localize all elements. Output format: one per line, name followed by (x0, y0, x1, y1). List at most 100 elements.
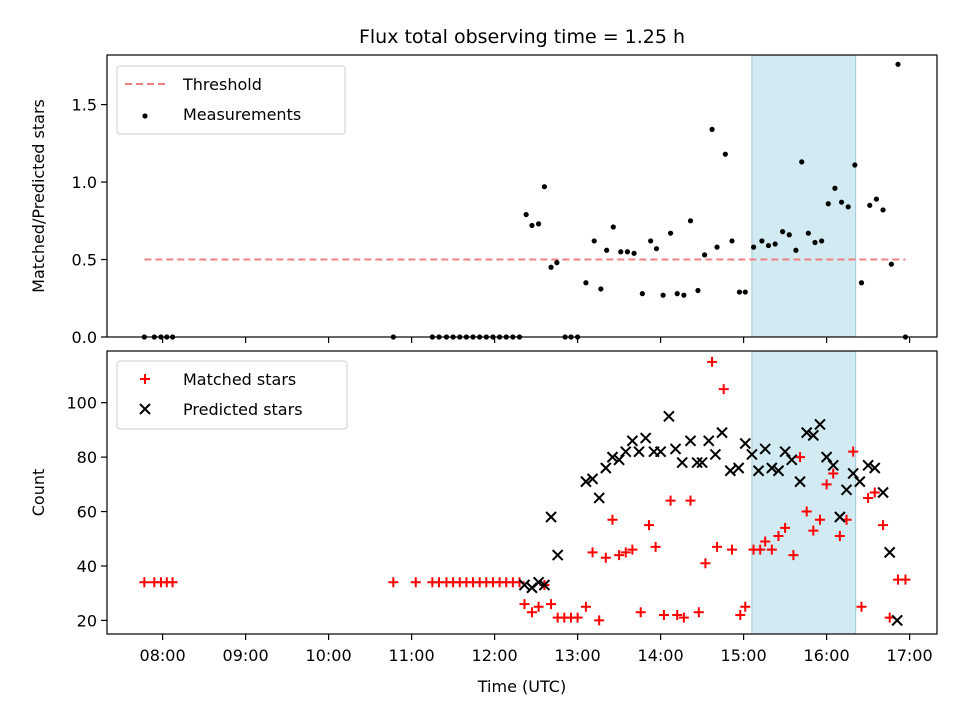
matched-star-point (526, 607, 537, 618)
legend-measurement-swatch (142, 113, 148, 119)
measurement-point (765, 242, 772, 249)
predicted-star-point (716, 426, 728, 439)
matched-star-point (718, 384, 729, 395)
predicted-star-point (691, 456, 703, 469)
measurement-point (604, 247, 610, 253)
measurement-point (888, 261, 894, 267)
measurement-point (812, 239, 818, 246)
measurement-point (780, 229, 786, 235)
matched-star-point (834, 531, 845, 542)
predicted-star-point (676, 456, 688, 469)
y-tick-label: 0.5 (72, 251, 97, 270)
matched-star-point (801, 506, 812, 517)
y-tick-label: 60 (77, 503, 97, 522)
predicted-star-point (696, 456, 708, 469)
matched-star-point (863, 492, 874, 503)
matched-star-point (788, 550, 799, 561)
matched-star-point (672, 609, 683, 620)
legend: Threshold Measurements (116, 65, 346, 135)
predicted-star-point (663, 410, 675, 423)
predicted-star-point (532, 576, 545, 589)
predicted-star-point (814, 418, 826, 431)
matched-star-point (519, 599, 530, 610)
predicted-star-point (606, 451, 619, 463)
measurement-point (591, 238, 597, 244)
matched-star-point (678, 612, 689, 623)
matched-star-point (808, 525, 819, 536)
y-tick-label: 100 (66, 394, 97, 413)
measurement-point (554, 260, 560, 266)
matched-star-point (580, 601, 591, 612)
matched-star-point (760, 536, 771, 547)
matched-star-point (726, 544, 737, 555)
predicted-star-point (794, 475, 806, 488)
predicted-star-point (684, 435, 697, 447)
predicted-star-point (739, 437, 751, 450)
measurement-point (639, 291, 645, 297)
predicted-star-point (746, 448, 758, 461)
measurement-point (759, 238, 765, 244)
x-tick-label: 15:00 (721, 646, 767, 665)
matched-star-point (828, 468, 839, 479)
predicted-star-point (772, 465, 785, 477)
predicted-star-point (766, 462, 778, 474)
measurement-point (832, 185, 838, 191)
measurement-point (681, 292, 687, 298)
y-axis-label: Matched/Predicted stars (29, 99, 48, 293)
matched-star-point (848, 446, 859, 457)
measurement-point (819, 238, 825, 244)
measurement-point (722, 151, 728, 157)
matched-star-point (795, 452, 806, 463)
measurement-point (598, 286, 604, 292)
x-tick-label: 09:00 (223, 646, 269, 665)
matched-star-point (755, 544, 766, 555)
predicted-star-point (545, 511, 557, 523)
matched-star-point (587, 547, 598, 558)
highlight-span (751, 350, 857, 635)
measurement-point (793, 247, 799, 253)
measurement-point (736, 289, 743, 295)
matched-star-point (780, 522, 791, 533)
matched-star-point (693, 607, 704, 618)
measurement-point (695, 287, 701, 294)
legend: Matched stars Predicted stars (116, 360, 348, 430)
measurement-point (624, 249, 631, 255)
predicted-stars-series (518, 410, 903, 627)
predicted-star-point (633, 445, 645, 458)
predicted-star-point (639, 432, 652, 444)
measurement-point (750, 244, 757, 250)
measurement-point (631, 250, 637, 256)
measurement-point (714, 244, 720, 250)
predicted-star-point (732, 462, 745, 474)
matched-star-point (856, 601, 867, 612)
measurement-point (805, 230, 811, 236)
predicted-star-point (862, 459, 874, 471)
measurement-point (541, 184, 548, 190)
measurement-point (548, 264, 554, 270)
measurement-point (610, 224, 616, 230)
measurement-point (583, 280, 589, 286)
predicted-star-point (891, 614, 903, 627)
matched-star-point (533, 601, 544, 612)
legend-matched-swatch (140, 374, 150, 384)
measurement-point (648, 238, 654, 244)
matched-star-point (572, 612, 583, 623)
matched-star-point (766, 544, 777, 555)
y-tick-label: 40 (77, 557, 97, 576)
predicted-star-point (626, 435, 639, 447)
x-tick-label: 12:00 (472, 646, 518, 665)
predicted-star-point (580, 475, 592, 488)
predicted-star-point (613, 454, 625, 466)
measurement-point (523, 211, 529, 218)
matched-star-point (614, 550, 625, 561)
predicted-star-point (518, 579, 531, 591)
predicted-star-point (847, 467, 859, 480)
predicted-star-point (820, 451, 833, 463)
y-axis-label: Count (29, 469, 48, 517)
matched-star-point (735, 609, 746, 620)
legend-box (116, 360, 348, 430)
x-axis-label: Time (UTC) (477, 677, 566, 696)
x-tick-label: 11:00 (389, 646, 435, 665)
matched-star-point (665, 495, 676, 506)
matched-star-point (878, 520, 889, 531)
